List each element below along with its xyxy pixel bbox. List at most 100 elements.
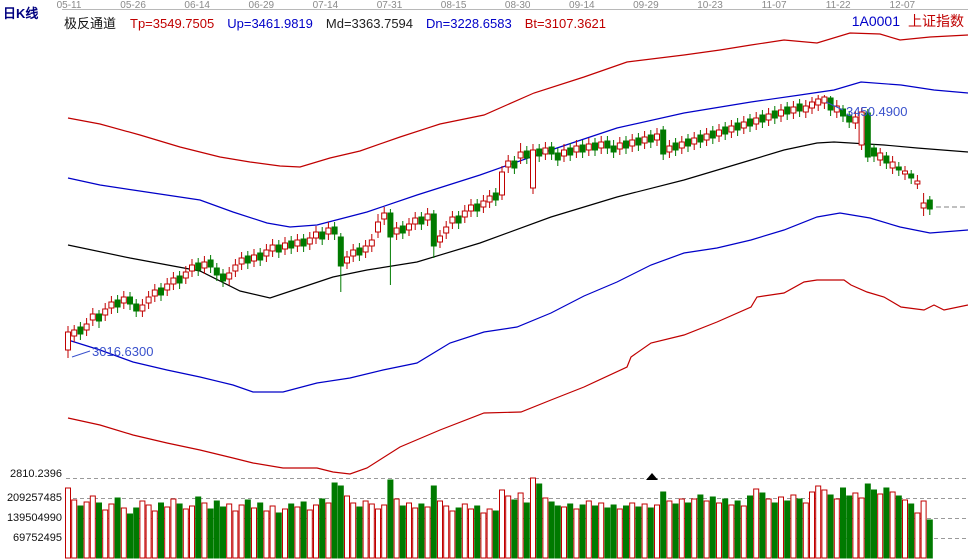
candle-up bbox=[598, 141, 605, 149]
candle-up bbox=[449, 216, 456, 224]
volume-bar-up bbox=[238, 504, 245, 559]
volume-bar-down bbox=[133, 507, 140, 559]
candle-down bbox=[474, 203, 481, 212]
volume-bar-down bbox=[908, 503, 915, 559]
volume-bar-down bbox=[430, 485, 437, 559]
volume-bar-down bbox=[207, 508, 214, 559]
indicator-value: Tp=3549.7505 bbox=[130, 16, 215, 31]
candle-up bbox=[71, 329, 78, 337]
volume-bar-up bbox=[232, 510, 239, 559]
candle-up bbox=[263, 249, 270, 257]
band-line-tp bbox=[67, 32, 968, 168]
candle-down bbox=[399, 225, 406, 234]
candle-down bbox=[647, 134, 654, 143]
candle-down bbox=[244, 255, 251, 264]
indicator-readout: 极反通道 Tp=3549.7505 Up=3461.9819 Md=3363.7594… bbox=[64, 13, 619, 32]
volume-bar-down bbox=[536, 483, 543, 559]
volume-bar-up bbox=[641, 503, 648, 559]
band-line-up bbox=[67, 81, 968, 228]
candle-up bbox=[877, 152, 884, 161]
period-tab-daily-kline[interactable]: 日K线 bbox=[3, 6, 39, 21]
volume-bar-down bbox=[176, 503, 183, 559]
volume-bar-up bbox=[585, 500, 592, 559]
volume-bar-down bbox=[554, 505, 561, 559]
volume-bar-down bbox=[635, 506, 642, 559]
candle-up bbox=[486, 195, 493, 203]
volume-bar-up bbox=[728, 504, 735, 559]
candle-up bbox=[889, 161, 896, 169]
candle-up bbox=[164, 283, 171, 291]
candle-down bbox=[926, 199, 933, 210]
volume-bar-down bbox=[784, 500, 791, 559]
volume-bar-down bbox=[827, 494, 834, 559]
volume-bar-up bbox=[189, 505, 195, 559]
volume-bar-down bbox=[610, 504, 617, 559]
low-price-annotation: 3016.6300 bbox=[92, 344, 154, 359]
volume-bar-up bbox=[139, 500, 146, 559]
symbol-label: 1A0001 上证指数 bbox=[852, 11, 964, 31]
volume-bar-down bbox=[257, 502, 264, 559]
volume-bar-up bbox=[790, 494, 797, 559]
candle-up bbox=[691, 137, 698, 145]
candle-up bbox=[468, 204, 474, 212]
candle-down bbox=[567, 147, 574, 156]
candle-up bbox=[641, 136, 648, 144]
volume-bar-down bbox=[158, 502, 164, 559]
band-line-md bbox=[67, 141, 968, 299]
volume-bar-down bbox=[895, 495, 902, 559]
candle-down bbox=[771, 110, 778, 119]
volume-bar-up bbox=[505, 495, 512, 559]
candle-up bbox=[189, 264, 195, 272]
candle-down bbox=[288, 240, 295, 249]
candle-down bbox=[387, 212, 394, 238]
candle-up bbox=[765, 113, 772, 121]
annotation-pointer-line bbox=[71, 350, 91, 358]
volume-bar-up bbox=[381, 504, 388, 559]
candle-up bbox=[914, 180, 921, 185]
volume-bar-down bbox=[474, 505, 481, 559]
band-line-bt bbox=[67, 279, 968, 475]
volume-bar-up bbox=[666, 500, 673, 559]
volume-bar-down bbox=[96, 502, 102, 559]
candle-up bbox=[530, 149, 536, 189]
volume-bar-up bbox=[164, 506, 171, 559]
volume-bar-down bbox=[288, 503, 295, 559]
volume-bar-up bbox=[306, 509, 313, 559]
candle-down bbox=[685, 138, 691, 147]
candle-up bbox=[443, 226, 450, 234]
candle-up bbox=[821, 96, 828, 104]
candle-up bbox=[461, 210, 468, 218]
candle-down bbox=[319, 231, 326, 240]
candle-down bbox=[127, 296, 133, 305]
candle-up bbox=[151, 289, 158, 297]
volume-bar-down bbox=[697, 494, 704, 559]
candle-down bbox=[331, 226, 338, 235]
candle-up bbox=[83, 323, 90, 331]
volume-bar-down bbox=[796, 498, 803, 559]
candle-down bbox=[660, 129, 667, 155]
candle-up bbox=[902, 170, 908, 175]
candle-down bbox=[635, 137, 642, 146]
indicator-value: Up=3461.9819 bbox=[227, 16, 313, 31]
volume-bar-down bbox=[220, 506, 226, 559]
volume-bar-down bbox=[672, 503, 679, 559]
candle-down bbox=[592, 142, 598, 151]
volume-bar-down bbox=[647, 507, 654, 559]
volume-bar-up bbox=[877, 493, 884, 559]
volume-bar-up bbox=[65, 487, 71, 559]
volume-bar-down bbox=[300, 501, 307, 559]
candle-up bbox=[294, 239, 301, 247]
candle-up bbox=[65, 331, 71, 351]
volume-bar-up bbox=[858, 497, 865, 559]
candle-up bbox=[802, 105, 809, 113]
volume-bar-up bbox=[889, 491, 896, 559]
volume-bar-down bbox=[722, 498, 729, 559]
volume-bar-up bbox=[821, 489, 828, 559]
date-label: 10-23 bbox=[697, 0, 723, 11]
date-label: 08-15 bbox=[440, 0, 467, 11]
volume-bar-up bbox=[716, 502, 722, 559]
candle-down bbox=[511, 160, 518, 169]
volume-bar-down bbox=[604, 507, 611, 559]
volume-bar-up bbox=[852, 492, 859, 559]
